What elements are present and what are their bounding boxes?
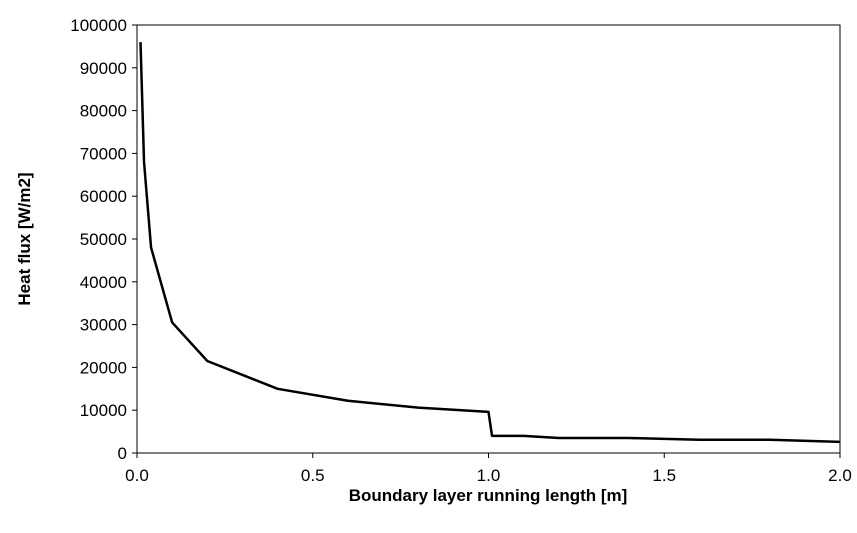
y-tick-label: 60000 [80,187,127,206]
y-tick-label: 20000 [80,358,127,377]
y-tick-label: 80000 [80,102,127,121]
x-axis-ticks: 0.0 0.5 1.0 1.5 2.0 [125,453,852,485]
y-tick-label: 10000 [80,401,127,420]
series-line [139,42,841,444]
x-tick-label: 0.0 [125,466,149,485]
y-axis-title: Heat flux [W/m2] [15,172,34,305]
x-axis-title: Boundary layer running length [m] [349,486,628,505]
y-tick-label: 70000 [80,144,127,163]
y-tick-label: 90000 [80,59,127,78]
y-axis-ticks: 0 10000 20000 30000 40000 50000 60000 70000 8000… [70,16,137,463]
y-tick-label: 30000 [80,316,127,335]
y-tick-label: 100000 [70,16,127,35]
y-tick-label: 40000 [80,273,127,292]
plot-area [136,24,841,454]
x-tick-label: 2.0 [828,466,852,485]
x-tick-label: 0.5 [301,466,325,485]
y-tick-label: 50000 [80,230,127,249]
x-tick-label: 1.0 [477,466,501,485]
y-tick-label: 0 [118,444,127,463]
x-tick-label: 1.5 [652,466,676,485]
